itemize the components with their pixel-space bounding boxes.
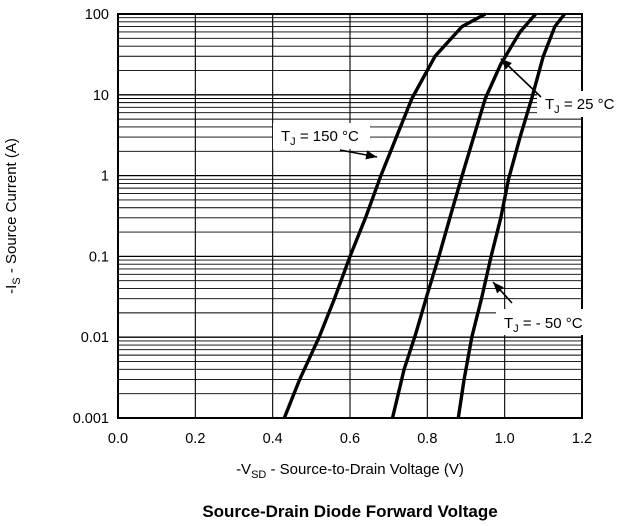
- annotation-arrowhead: [493, 282, 504, 294]
- annotations: TJ = 150 °C TJ = 25 °C TJ = - 50 °C: [273, 58, 631, 335]
- y-tick-label: 0.01: [81, 330, 109, 346]
- annotation-bg: [273, 123, 370, 149]
- series-line-1: [282, 12, 487, 419]
- annotation-arrowhead: [365, 150, 378, 160]
- x-tick-label: 1.2: [572, 431, 592, 447]
- annotation-arrowhead: [500, 58, 512, 70]
- annotation-3: TJ = - 50 °C: [492, 281, 606, 335]
- x-axis-label: -VSD - Source-to-Drain Voltage (V): [236, 461, 464, 481]
- y-axis-label: -IS - Source Current (A): [3, 138, 23, 294]
- chart-title: Source-Drain Diode Forward Voltage: [202, 502, 497, 521]
- series-line-2: [390, 12, 537, 419]
- x-tick-label: 1.0: [495, 431, 515, 447]
- x-tick-label: 0.0: [108, 431, 128, 447]
- series-line-3: [456, 12, 566, 419]
- x-tick-label: 0.4: [263, 431, 283, 447]
- x-tick-labels: 0.0 0.2 0.4 0.6 0.8 1.0 1.2: [108, 431, 592, 447]
- annotation-bg: [537, 91, 631, 117]
- grid: [118, 14, 582, 418]
- plot-frame: [117, 13, 583, 419]
- y-tick-label: 100: [85, 7, 109, 23]
- annotation-label: TJ = 25 °C: [545, 96, 615, 116]
- annotation-2: TJ = 25 °C: [500, 58, 631, 117]
- x-tick-label: 0.8: [417, 431, 437, 447]
- annotation-1: TJ = 150 °C: [273, 123, 378, 160]
- annotation-label: TJ = 150 °C: [281, 128, 359, 148]
- y-tick-label: 0.001: [73, 411, 109, 427]
- x-tick-label: 0.6: [340, 431, 360, 447]
- x-tick-label: 0.2: [185, 431, 205, 447]
- y-tick-label: 0.1: [89, 249, 109, 265]
- y-tick-label: 10: [93, 88, 109, 104]
- y-tick-label: 1: [101, 169, 109, 185]
- annotation-label: TJ = - 50 °C: [504, 315, 583, 335]
- y-tick-labels: 0.001 0.01 0.1 1 10 100: [73, 7, 109, 427]
- curves: [282, 12, 566, 419]
- annotation-bg: [496, 309, 606, 335]
